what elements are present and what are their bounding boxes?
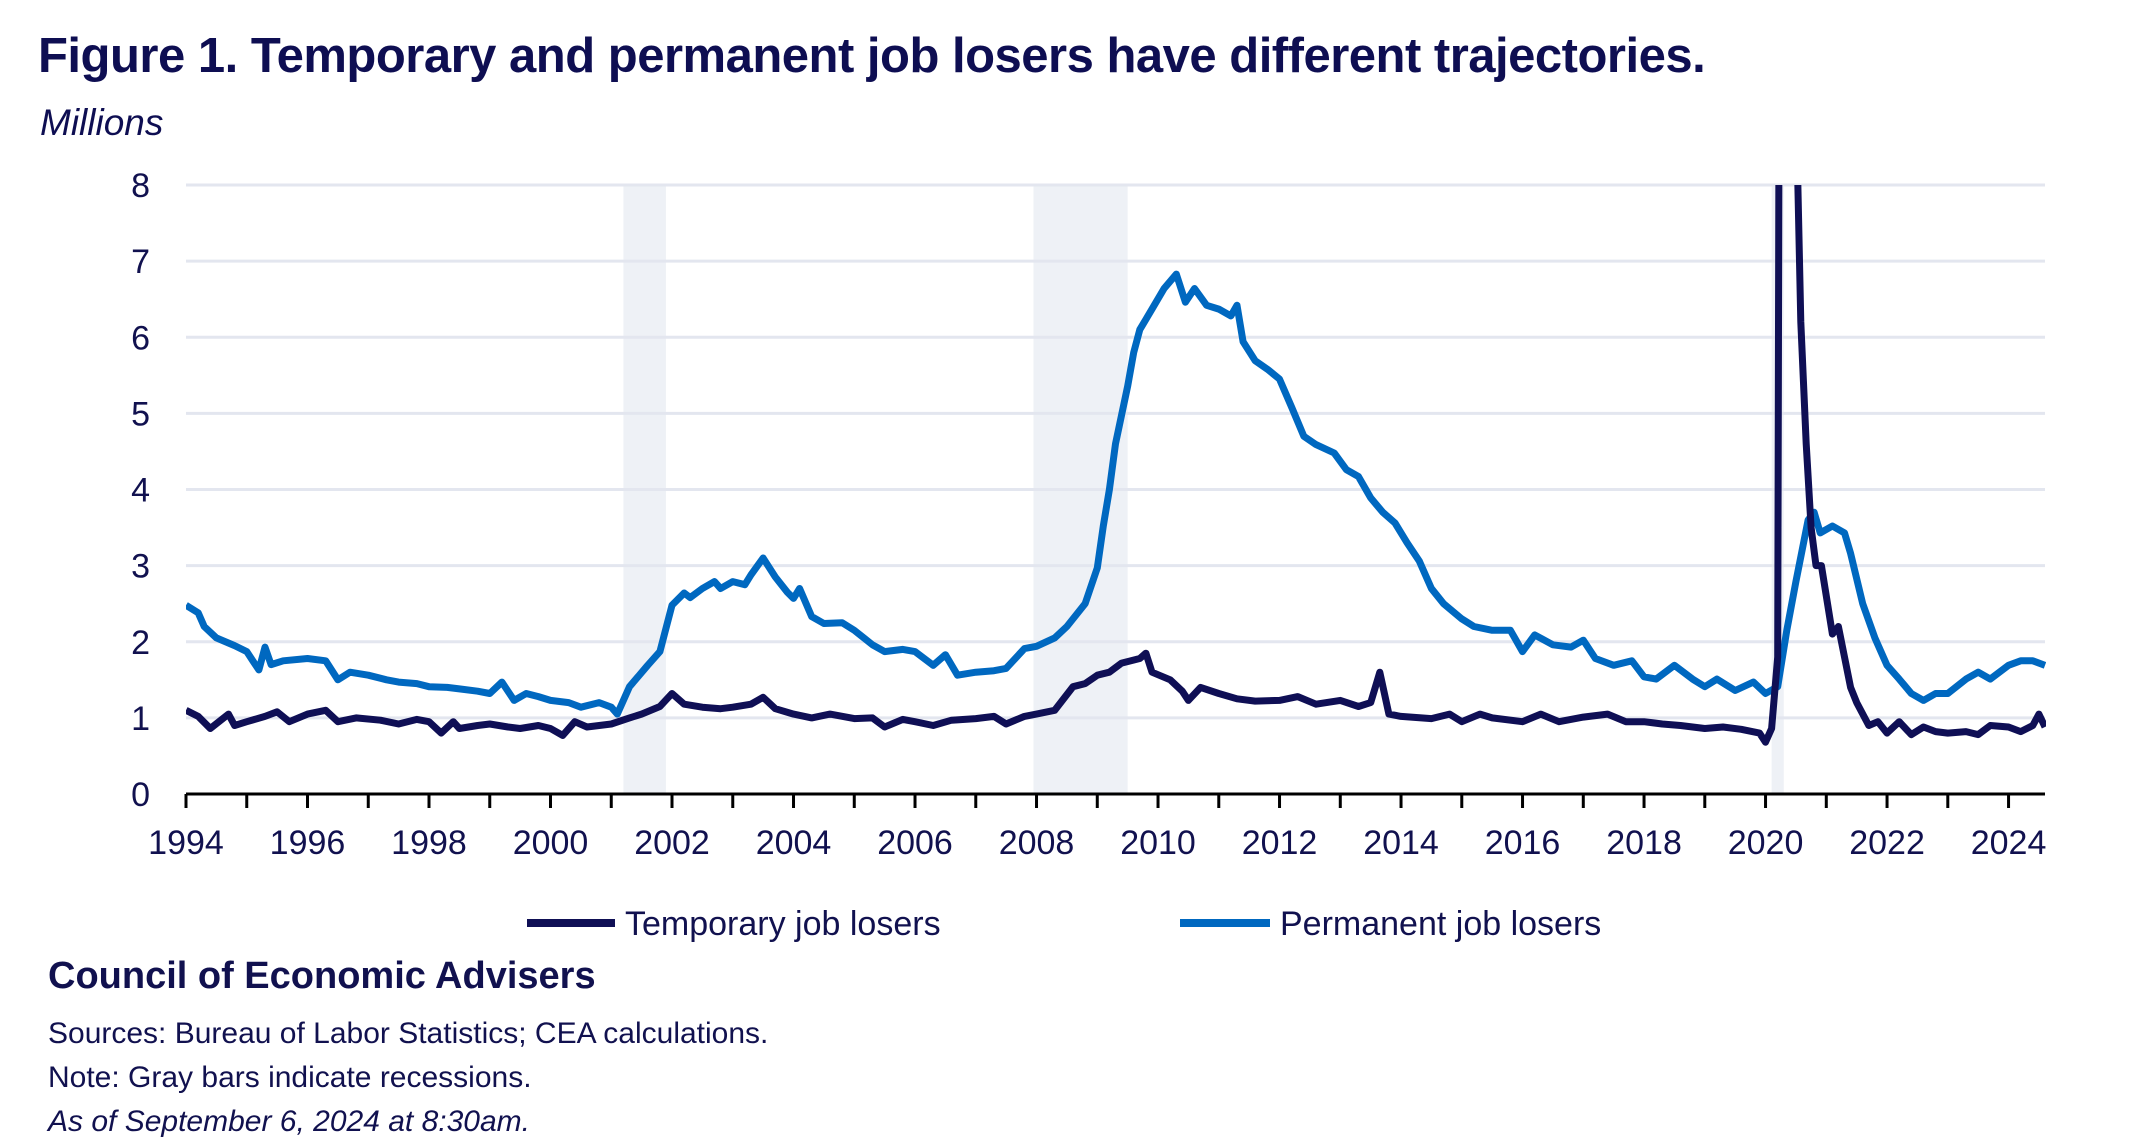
x-tick-label: 2002	[634, 824, 710, 862]
x-tick-label: 2020	[1728, 824, 1804, 862]
y-tick-label: 0	[131, 776, 150, 814]
y-tick-label: 8	[131, 167, 150, 205]
series-line-temporary	[186, 185, 2046, 746]
as-of-date: As of September 6, 2024 at 8:30am.	[48, 1105, 530, 1138]
y-axis-label: Millions	[40, 102, 164, 143]
organization-name: Council of Economic Advisers	[48, 955, 596, 997]
y-tick-label: 3	[131, 548, 150, 586]
x-tick-label: 2000	[513, 824, 589, 862]
x-tick-label: 2010	[1120, 824, 1196, 862]
chart-title: Figure 1. Temporary and permanent job lo…	[38, 29, 1706, 83]
recession-note: Note: Gray bars indicate recessions.	[48, 1061, 532, 1094]
x-tick-label: 2012	[1242, 824, 1318, 862]
x-tick-label: 1994	[148, 824, 224, 862]
x-tick-label: 2016	[1485, 824, 1561, 862]
x-tick-label: 2008	[999, 824, 1075, 862]
y-tick-label: 2	[131, 624, 150, 662]
legend-label-permanent: Permanent job losers	[1280, 905, 1601, 943]
y-tick-label: 6	[131, 319, 150, 357]
x-tick-label: 2018	[1606, 824, 1682, 862]
x-tick-label: 2024	[1971, 824, 2047, 862]
y-tick-label: 7	[131, 243, 150, 281]
y-tick-label: 5	[131, 395, 150, 433]
y-tick-label: 4	[131, 472, 150, 510]
x-tick-label: 2004	[756, 824, 832, 862]
series-line-permanent	[186, 270, 2046, 718]
x-tick-label: 1996	[270, 824, 346, 862]
x-tick-label: 2006	[877, 824, 953, 862]
sources-note: Sources: Bureau of Labor Statistics; CEA…	[48, 1017, 769, 1050]
x-tick-label: 2014	[1363, 824, 1439, 862]
x-tick-label: 2022	[1849, 824, 1925, 862]
x-tick-label: 1998	[391, 824, 467, 862]
legend-label-temporary: Temporary job losers	[625, 905, 941, 943]
y-tick-label: 1	[131, 700, 150, 738]
legend: Temporary job losers Permanent job loser…	[527, 905, 1601, 943]
